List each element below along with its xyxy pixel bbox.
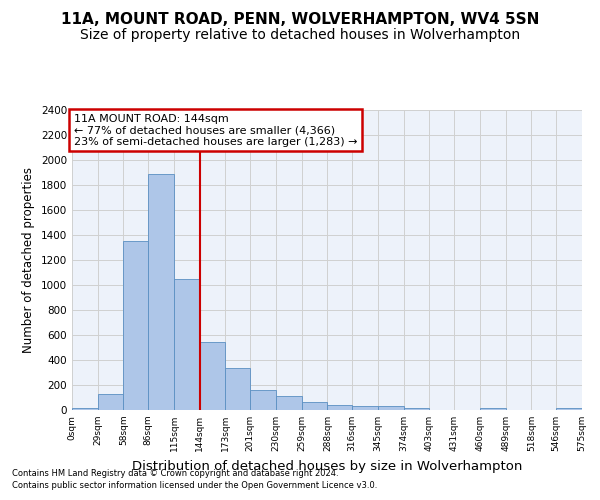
Bar [328, 405, 352, 410]
Bar [302, 402, 328, 410]
Bar [226, 368, 250, 410]
Bar [276, 396, 302, 410]
Bar [174, 280, 200, 410]
Bar [250, 390, 276, 410]
Text: Contains public sector information licensed under the Open Government Licence v3: Contains public sector information licen… [12, 481, 377, 490]
Bar [148, 174, 174, 410]
Bar [200, 342, 226, 410]
Bar [98, 394, 124, 410]
Bar [72, 408, 98, 410]
Y-axis label: Number of detached properties: Number of detached properties [22, 167, 35, 353]
Bar [352, 406, 378, 410]
Bar [124, 242, 148, 410]
Bar [480, 408, 506, 410]
Text: 11A, MOUNT ROAD, PENN, WOLVERHAMPTON, WV4 5SN: 11A, MOUNT ROAD, PENN, WOLVERHAMPTON, WV… [61, 12, 539, 28]
Text: Contains HM Land Registry data © Crown copyright and database right 2024.: Contains HM Land Registry data © Crown c… [12, 468, 338, 477]
Bar [556, 408, 582, 410]
Text: Size of property relative to detached houses in Wolverhampton: Size of property relative to detached ho… [80, 28, 520, 42]
Bar [404, 408, 430, 410]
Bar [378, 406, 404, 410]
Text: 11A MOUNT ROAD: 144sqm
← 77% of detached houses are smaller (4,366)
23% of semi-: 11A MOUNT ROAD: 144sqm ← 77% of detached… [74, 114, 357, 147]
X-axis label: Distribution of detached houses by size in Wolverhampton: Distribution of detached houses by size … [132, 460, 522, 472]
